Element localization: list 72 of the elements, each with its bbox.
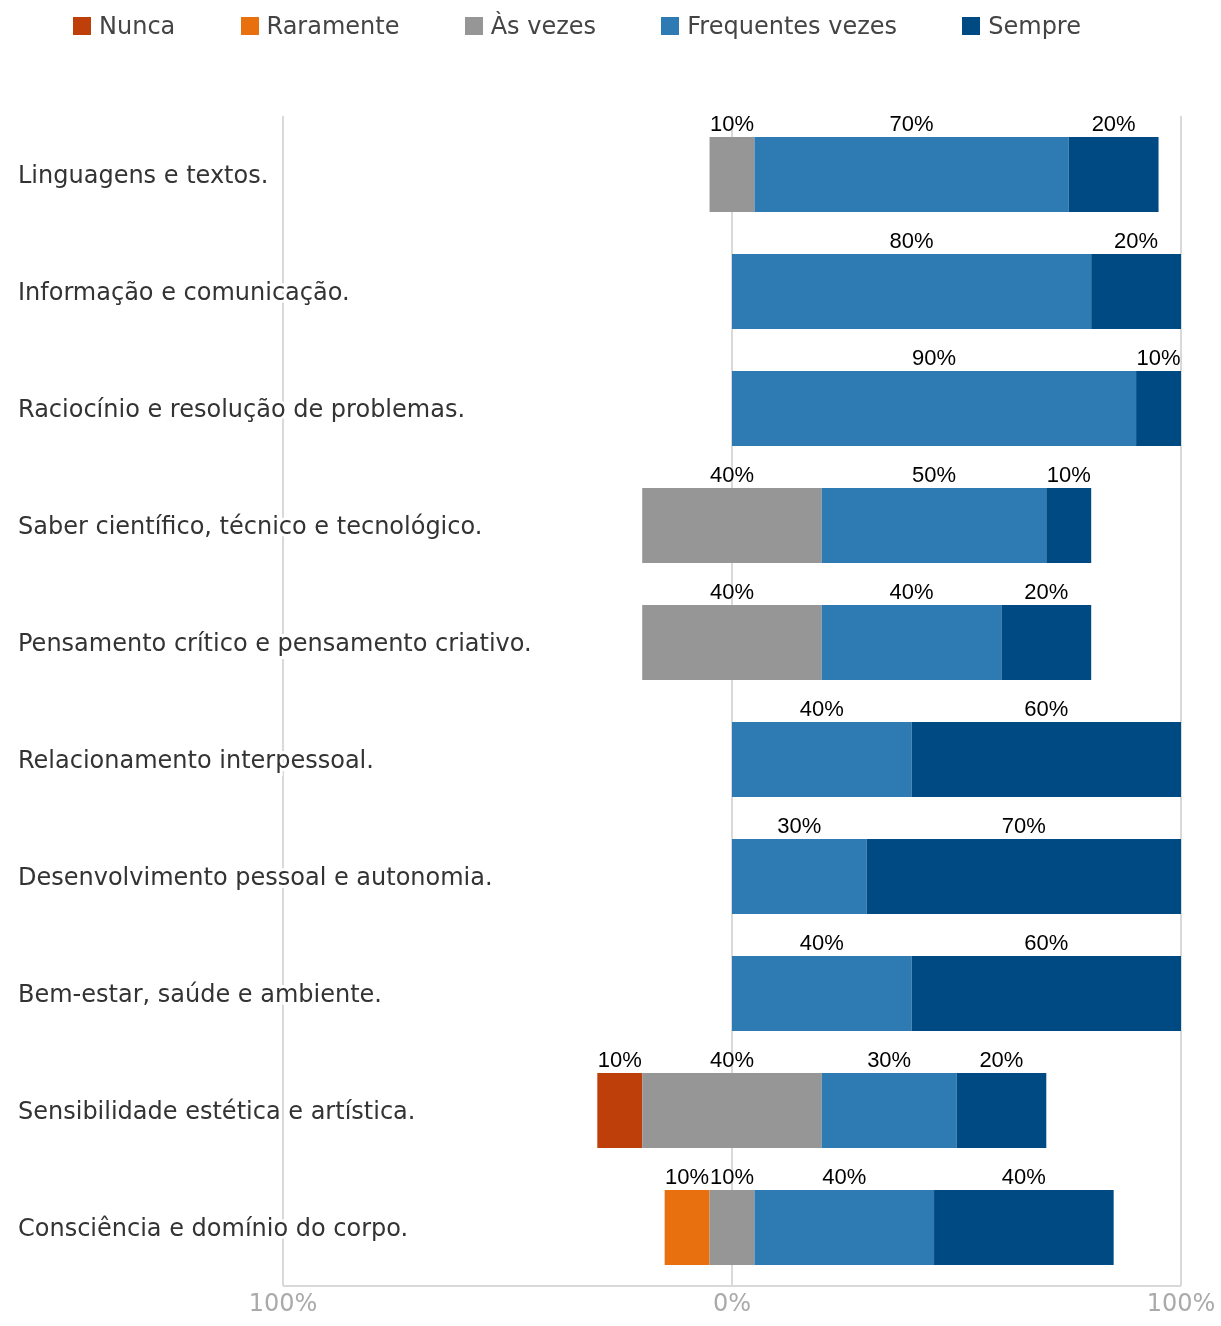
y-tick-label: Desenvolvimento pessoal e autonomia. xyxy=(18,862,493,891)
bar xyxy=(642,1073,822,1148)
bar xyxy=(1091,254,1181,329)
bar xyxy=(911,722,1181,797)
bar xyxy=(934,1190,1114,1265)
data-label: 10% xyxy=(1046,462,1091,487)
bar xyxy=(597,1073,643,1148)
bar xyxy=(732,839,867,914)
data-label: 40% xyxy=(799,696,844,721)
y-tick-label: Saber científico, técnico e tecnológico. xyxy=(18,511,483,540)
data-label: 60% xyxy=(1024,930,1069,955)
bar xyxy=(1136,371,1181,446)
bar xyxy=(1068,137,1159,212)
legend-label: Sempre xyxy=(987,12,1081,40)
data-label: 20% xyxy=(1024,579,1069,604)
data-label: 40% xyxy=(822,1164,867,1189)
data-label: 30% xyxy=(867,1047,912,1072)
data-label: 20% xyxy=(979,1047,1024,1072)
bar xyxy=(821,1073,957,1148)
bar xyxy=(754,137,1069,212)
data-label: 50% xyxy=(912,462,957,487)
legend-label: Frequentes vezes xyxy=(686,12,898,40)
bar xyxy=(821,605,1002,680)
data-label: 10% xyxy=(665,1164,710,1189)
x-tick-label: 100% xyxy=(248,1289,318,1318)
y-tick-label: Pensamento crítico e pensamento criativo. xyxy=(18,628,532,657)
data-label: 40% xyxy=(889,579,934,604)
y-tick-label: Sensibilidade estética e artística. xyxy=(18,1096,416,1125)
data-label: 40% xyxy=(799,930,844,955)
bar xyxy=(732,254,1092,329)
data-label: 20% xyxy=(1091,111,1136,136)
x-tick-label: 0% xyxy=(712,1289,752,1318)
data-label: 40% xyxy=(709,1047,755,1072)
bar xyxy=(709,137,755,212)
bar xyxy=(642,605,822,680)
data-label: 90% xyxy=(912,345,957,370)
data-label: 10% xyxy=(1136,345,1181,370)
data-label: 10% xyxy=(709,111,755,136)
data-label: 20% xyxy=(1114,228,1159,253)
data-label: 60% xyxy=(1024,696,1069,721)
x-tick-label: 100% xyxy=(1146,1289,1216,1318)
bar xyxy=(664,1190,710,1265)
bar xyxy=(1001,605,1092,680)
data-label: 30% xyxy=(777,813,822,838)
bar xyxy=(709,1190,755,1265)
data-label: 40% xyxy=(709,579,755,604)
bar xyxy=(911,956,1181,1031)
y-tick-label: Consciência e domínio do corpo. xyxy=(18,1213,409,1242)
data-label: 40% xyxy=(709,462,755,487)
legend-label: Às vezes xyxy=(489,12,597,40)
data-label: 40% xyxy=(1001,1164,1046,1189)
bar xyxy=(642,488,822,563)
bar xyxy=(1046,488,1092,563)
bar xyxy=(754,1190,935,1265)
data-label: 10% xyxy=(709,1164,755,1189)
data-label: 10% xyxy=(597,1047,642,1072)
data-label: 70% xyxy=(889,111,934,136)
data-label: 70% xyxy=(1001,813,1046,838)
data-label: 80% xyxy=(889,228,934,253)
bar xyxy=(732,722,912,797)
legend-label: Nunca xyxy=(98,12,176,40)
bar xyxy=(866,839,1181,914)
y-tick-label: Informação e comunicação. xyxy=(18,277,350,306)
bar xyxy=(732,956,912,1031)
bar xyxy=(956,1073,1047,1148)
y-tick-label: Linguagens e textos. xyxy=(18,160,269,189)
y-tick-label: Bem-estar, saúde e ambiente. xyxy=(18,979,382,1008)
bar xyxy=(732,371,1137,446)
y-tick-label: Relacionamento interpessoal. xyxy=(18,745,374,774)
legend-label: Raramente xyxy=(265,12,400,40)
y-tick-label: Raciocínio e resolução de problemas. xyxy=(18,394,466,423)
bar xyxy=(821,488,1047,563)
